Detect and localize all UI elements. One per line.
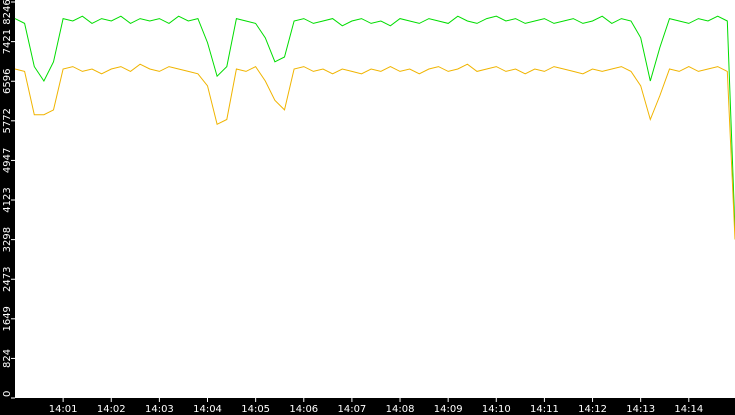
x-tick-label: 14:02 (97, 404, 126, 415)
x-tick-label: 14:12 (578, 404, 607, 415)
x-tick-label: 14:03 (145, 404, 174, 415)
y-tick-label: 5772 (2, 108, 13, 133)
y-tick-label: 3298 (2, 227, 13, 252)
y-tick-label: 1649 (2, 306, 13, 331)
y-tick-label: 0 (2, 391, 13, 397)
y-tick-label: 8246 (2, 0, 13, 25)
y-tick-label: 6596 (2, 69, 13, 94)
y-tick-label: 4123 (2, 187, 13, 212)
x-tick-label: 14:10 (482, 404, 511, 415)
x-tick-label: 14:05 (241, 404, 270, 415)
x-tick-label: 14:13 (626, 404, 655, 415)
series-line (14, 15, 735, 230)
x-tick-label: 14:08 (386, 404, 415, 415)
y-tick-label: 824 (2, 349, 13, 368)
x-tick-label: 14:11 (530, 404, 559, 415)
x-tick-label: 14:09 (434, 404, 463, 415)
series-line (14, 63, 735, 240)
y-tick-label: 4947 (2, 148, 13, 173)
x-axis-strip (0, 398, 735, 415)
y-axis-strip (0, 0, 15, 415)
x-tick-label: 14:04 (193, 404, 222, 415)
x-tick-label: 14:14 (674, 404, 703, 415)
x-tick-label: 14:07 (337, 404, 366, 415)
y-tick-label: 2473 (2, 267, 13, 292)
y-tick-label: 7421 (2, 29, 13, 54)
x-tick-label: 14:06 (289, 404, 318, 415)
x-tick-label: 14:01 (49, 404, 78, 415)
